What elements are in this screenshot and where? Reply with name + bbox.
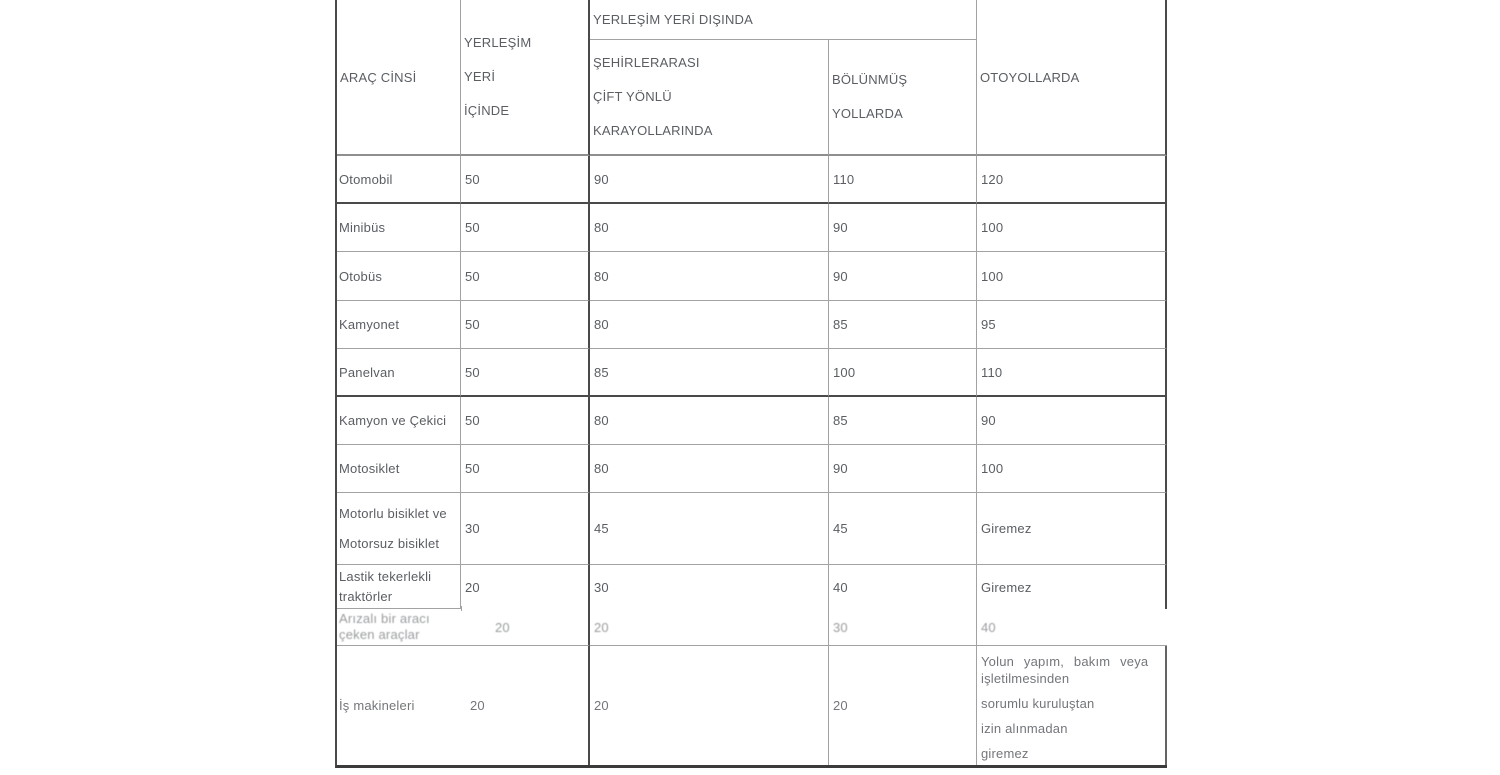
row-label-motosiklet: Motosiklet <box>337 445 461 493</box>
speed-value: 90 <box>829 445 977 493</box>
header-otoyollarda: OTOYOLLARDA <box>977 0 1167 156</box>
speed-value: 20 <box>461 609 590 646</box>
speed-value: 20 <box>590 609 829 646</box>
speed-value: 85 <box>590 349 829 397</box>
speed-value: 80 <box>590 397 829 445</box>
header-arac-cinsi: ARAÇ CİNSİ <box>337 0 461 156</box>
speed-value: 90 <box>590 156 829 204</box>
label-line: Motorsuz bisiklet <box>339 535 440 551</box>
speed-value: 90 <box>829 204 977 252</box>
label-line: Motorlu bisiklet ve <box>339 505 447 521</box>
speed-value: 95 <box>977 301 1167 349</box>
speed-limit-table: ARAÇ CİNSİ YERLEŞİM YERİ İÇİNDE YERLEŞİM… <box>335 0 1167 768</box>
note-line: Yolun yapım, bakım veya <box>981 654 1149 669</box>
row-label-otobus: Otobüs <box>337 252 461 301</box>
row-label-otomobil: Otomobil <box>337 156 461 204</box>
row-label-arizali-cekme: Arızalı bir aracı çeken araçlar <box>337 609 461 646</box>
row-label-panelvan: Panelvan <box>337 349 461 397</box>
speed-value: 50 <box>461 156 590 204</box>
label-line: traktörler <box>339 588 393 604</box>
speed-value: 110 <box>977 349 1167 397</box>
speed-value: 30 <box>829 609 977 646</box>
speed-value: 90 <box>829 252 977 301</box>
speed-value: 80 <box>590 301 829 349</box>
speed-value: 20 <box>461 646 590 765</box>
speed-value: 50 <box>461 349 590 397</box>
header-line: ÇİFT YÖNLÜ <box>593 89 672 104</box>
speed-value: 85 <box>829 301 977 349</box>
speed-value: 100 <box>829 349 977 397</box>
note-line: izin alınmadan <box>981 721 1068 736</box>
header-line: BÖLÜNMÜŞ <box>832 72 908 87</box>
speed-value: 90 <box>977 397 1167 445</box>
header-line: KARAYOLLARINDA <box>593 123 713 138</box>
header-line: YERİ <box>464 69 496 84</box>
speed-value: 80 <box>590 204 829 252</box>
speed-value: 110 <box>829 156 977 204</box>
speed-value: 50 <box>461 445 590 493</box>
row-label-kamyon-ve-cekici: Kamyon ve Çekici <box>337 397 461 445</box>
speed-value: Giremez <box>977 565 1167 609</box>
row-label-kamyonet: Kamyonet <box>337 301 461 349</box>
speed-value: 30 <box>590 565 829 609</box>
row-label-minibus: Minibüs <box>337 204 461 252</box>
header-line: ŞEHİRLERARASI <box>593 55 700 70</box>
label-line: Lastik tekerlekli <box>339 568 432 584</box>
row-label-motorlu-bisiklet: Motorlu bisiklet ve Motorsuz bisiklet <box>337 493 461 565</box>
speed-value: 20 <box>461 565 590 609</box>
header-line: YERLEŞİM <box>464 35 532 50</box>
speed-value: 80 <box>590 445 829 493</box>
speed-value: 50 <box>461 252 590 301</box>
note-line: giremez <box>981 746 1029 761</box>
label-line: çeken araçlar <box>339 627 420 642</box>
speed-value: 100 <box>977 252 1167 301</box>
header-yerlesim-yeri-icinde: YERLEŞİM YERİ İÇİNDE <box>461 0 590 156</box>
speed-value: 45 <box>829 493 977 565</box>
speed-value: 100 <box>977 204 1167 252</box>
header-yerlesim-yeri-disinda: YERLEŞİM YERİ DIŞINDA <box>590 0 977 40</box>
speed-value: 20 <box>590 646 829 765</box>
speed-value: 50 <box>461 397 590 445</box>
header-line: İÇİNDE <box>464 103 510 118</box>
speed-value: 45 <box>590 493 829 565</box>
speed-value: 80 <box>590 252 829 301</box>
speed-value: 40 <box>977 609 1167 646</box>
speed-value: 100 <box>977 445 1167 493</box>
speed-value: Giremez <box>977 493 1167 565</box>
border-stub <box>461 606 462 611</box>
label-line: Arızalı bir aracı <box>339 611 430 626</box>
note-line: işletilmesinden <box>981 671 1070 686</box>
row-label-is-makineleri: İş makineleri <box>339 698 415 713</box>
header-line: YOLLARDA <box>832 106 903 121</box>
speed-value: 50 <box>461 301 590 349</box>
header-bolunmus-yollarda: BÖLÜNMÜŞ YOLLARDA <box>829 40 977 156</box>
otoyol-permission-note: Yolun yapım, bakım veya işletilmesinden … <box>977 646 1167 765</box>
note-line: sorumlu kuruluştan <box>981 696 1095 711</box>
speed-value: 85 <box>829 397 977 445</box>
speed-value: 120 <box>977 156 1167 204</box>
speed-value: 50 <box>461 204 590 252</box>
speed-value: 30 <box>461 493 590 565</box>
header-sehirlerarasi: ŞEHİRLERARASI ÇİFT YÖNLÜ KARAYOLLARINDA <box>590 40 829 156</box>
speed-value: 40 <box>829 565 977 609</box>
row-label-lastik-traktor: Lastik tekerlekli traktörler <box>337 565 461 609</box>
speed-value: 20 <box>829 646 977 765</box>
